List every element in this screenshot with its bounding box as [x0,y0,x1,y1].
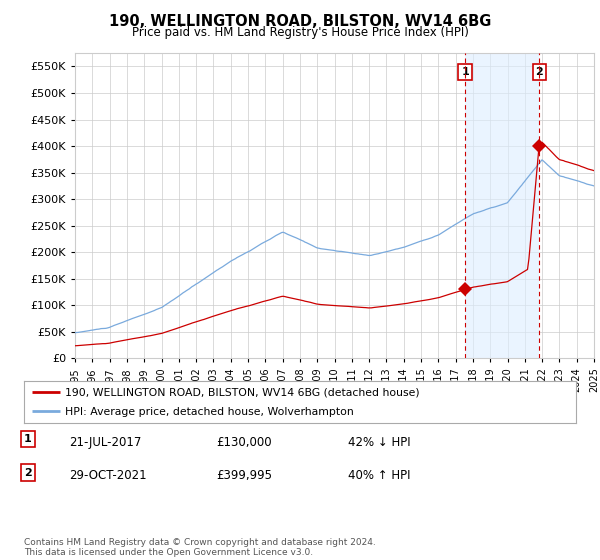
Text: 190, WELLINGTON ROAD, BILSTON, WV14 6BG (detached house): 190, WELLINGTON ROAD, BILSTON, WV14 6BG … [65,388,420,398]
Text: Contains HM Land Registry data © Crown copyright and database right 2024.
This d: Contains HM Land Registry data © Crown c… [24,538,376,557]
Text: 2: 2 [535,67,543,77]
Text: 2: 2 [24,468,32,478]
Text: HPI: Average price, detached house, Wolverhampton: HPI: Average price, detached house, Wolv… [65,407,354,417]
Text: Price paid vs. HM Land Registry's House Price Index (HPI): Price paid vs. HM Land Registry's House … [131,26,469,39]
Bar [465,53,539,358]
Text: 21-JUL-2017: 21-JUL-2017 [69,436,142,449]
Text: 29-OCT-2021: 29-OCT-2021 [69,469,146,482]
Text: 1: 1 [461,67,469,77]
Text: 190, WELLINGTON ROAD, BILSTON, WV14 6BG: 190, WELLINGTON ROAD, BILSTON, WV14 6BG [109,14,491,29]
Text: 1: 1 [24,434,32,444]
Text: 42% ↓ HPI: 42% ↓ HPI [348,436,410,449]
Text: £399,995: £399,995 [216,469,272,482]
Text: £130,000: £130,000 [216,436,272,449]
Text: 40% ↑ HPI: 40% ↑ HPI [348,469,410,482]
